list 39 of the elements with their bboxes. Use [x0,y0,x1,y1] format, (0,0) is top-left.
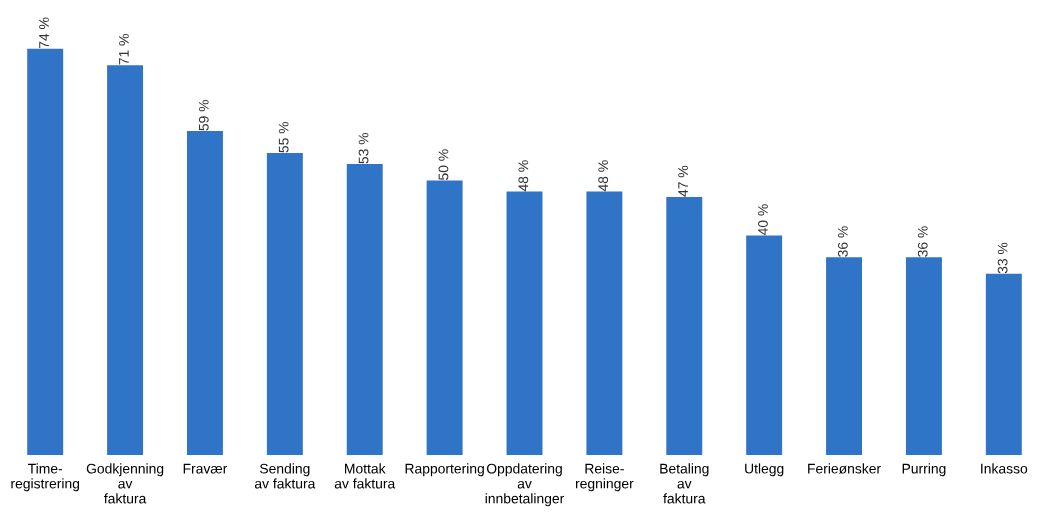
x-tick-label: Godkjenning av faktura [86,463,164,504]
x-tick-label: Mottak av faktura [334,463,396,489]
data-label: 50 % [438,149,449,180]
bar [746,235,783,456]
x-tick-label: Fravær [183,463,228,474]
bar [107,65,144,456]
x-tick-label: Purring [902,463,946,477]
data-label: 36 % [837,226,848,257]
x-tick-label: Rapportering [405,463,484,477]
data-label: 33 % [997,242,1008,274]
x-tick-label: Utlegg [745,463,784,477]
bar [186,131,223,456]
bar [985,273,1022,456]
bar [666,196,703,456]
data-label: 53 % [358,132,369,164]
data-label: 48 % [518,160,529,192]
data-label: 59 % [198,99,209,131]
bar [426,180,463,456]
x-tick-label: Time- registrering [11,463,80,492]
bar [266,153,303,456]
bar [27,48,64,456]
x-tick-label: Sending av faktura [254,463,316,489]
bar [346,164,383,456]
x-tick-label: Oppdatering av innbetalinger [485,463,565,507]
data-label: 47 % [678,165,688,197]
bar [586,191,623,456]
data-label: 40 % [758,204,768,236]
data-label: 71 % [119,34,129,65]
data-label: 48 % [598,160,609,192]
x-tick-label: Inkasso [981,463,1028,474]
bar [506,191,543,456]
data-label: 74 % [39,17,49,49]
x-tick-label: Ferieønsker [808,463,881,474]
x-tick-label: Reise- regninger [575,463,634,492]
x-tick-label: Betaling av faktura [660,463,709,504]
bar [905,257,942,456]
data-label: 55 % [278,121,289,153]
data-label: 36 % [917,226,928,257]
bar [826,257,863,456]
